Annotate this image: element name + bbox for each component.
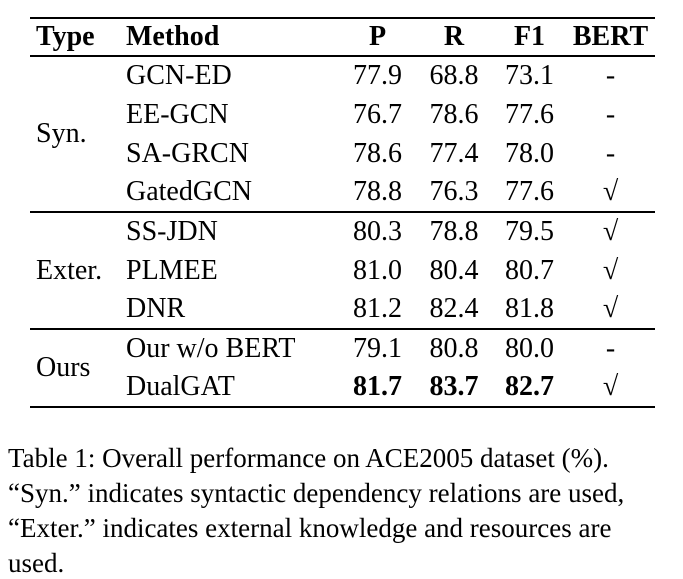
table-row: SA-GRCN 78.6 77.4 78.0 -	[30, 134, 655, 173]
header-bert: BERT	[572, 21, 649, 52]
cell-p: 76.7	[353, 98, 402, 130]
results-table: Type Method P R F1 BERT Syn. GCN-ED 77.9…	[30, 17, 655, 408]
cell-r: 78.8	[429, 216, 479, 247]
cell-f1: 79.5	[505, 216, 554, 247]
caption-line: “Exter.” indicates external knowledge an…	[8, 513, 612, 543]
cell-r: 68.8	[429, 60, 479, 91]
cell-method: GatedGCN	[126, 176, 252, 207]
group-label-syn: Syn.	[36, 118, 87, 149]
cell-r: 82.4	[429, 293, 479, 324]
cell-bert-dash: -	[605, 333, 616, 364]
group-label-exter: Exter.	[36, 254, 103, 286]
cell-method: SA-GRCN	[126, 137, 249, 169]
cell-bert-checkmark-icon: √	[602, 254, 619, 286]
results-table-figure: Type Method P R F1 BERT Syn. GCN-ED 77.9…	[30, 17, 655, 408]
table-caption: Table 1: Overall performance on ACE2005 …	[8, 441, 680, 579]
cell-p: 78.6	[353, 137, 402, 169]
group-label-ours: Ours	[36, 352, 91, 383]
cell-r-bold: 83.7	[429, 371, 479, 402]
header-type: Type	[36, 21, 95, 52]
cell-method: SS-JDN	[126, 216, 218, 247]
cell-f1: 77.6	[505, 176, 554, 207]
cell-bert-checkmark-icon: √	[602, 216, 619, 247]
cell-p: 79.1	[353, 333, 402, 364]
cell-method: PLMEE	[126, 254, 218, 286]
cell-r: 78.6	[429, 98, 479, 130]
cell-r: 80.4	[429, 254, 479, 286]
cell-bert-dash: -	[605, 60, 616, 91]
cell-f1: 78.0	[505, 137, 554, 169]
table-row: Syn. GCN-ED 77.9 68.8 73.1 -	[30, 56, 655, 148]
caption-line: used.	[8, 548, 65, 578]
cell-bert-checkmark-icon: √	[602, 371, 619, 402]
cell-p-bold: 81.7	[353, 371, 402, 402]
cell-method: DNR	[126, 293, 186, 324]
header-method: Method	[126, 21, 220, 52]
table-row: EE-GCN 76.7 78.6 77.6 -	[30, 95, 655, 134]
cell-p: 78.8	[353, 176, 402, 207]
cell-p: 81.2	[353, 293, 402, 324]
cell-method: GCN-ED	[126, 60, 232, 91]
group-ours: Ours Our w/o BERT 79.1 80.8 80.0 - DualG…	[30, 329, 655, 407]
cell-bert-checkmark-icon: √	[602, 176, 619, 207]
table-row-best: DualGAT 81.7 83.7 82.7 √	[30, 368, 655, 407]
cell-f1: 80.0	[505, 333, 554, 364]
cell-r: 77.4	[429, 137, 479, 169]
cell-r: 76.3	[429, 176, 479, 207]
header-f1: F1	[513, 21, 546, 52]
caption-line: Table 1: Overall performance on ACE2005 …	[8, 443, 609, 473]
cell-r: 80.8	[429, 333, 479, 364]
header-row: Type Method P R F1 BERT	[30, 18, 655, 56]
cell-method: Our w/o BERT	[126, 333, 296, 364]
header-r: R	[443, 21, 465, 52]
cell-bert-dash: -	[605, 137, 616, 169]
cell-method: EE-GCN	[126, 98, 229, 130]
table-row: GatedGCN 78.8 76.3 77.6 √	[30, 173, 655, 212]
cell-bert-checkmark-icon: √	[602, 293, 619, 324]
cell-f1: 77.6	[505, 98, 554, 130]
table-row: Ours Our w/o BERT 79.1 80.8 80.0 -	[30, 329, 655, 382]
cell-p: 81.0	[353, 254, 402, 286]
table-row: PLMEE 81.0 80.4 80.7 √	[30, 251, 655, 290]
cell-method: DualGAT	[126, 371, 235, 402]
cell-f1: 73.1	[505, 60, 554, 91]
cell-bert-dash: -	[605, 98, 616, 130]
table-row: DNR 81.2 82.4 81.8 √	[30, 290, 655, 329]
cell-f1-bold: 82.7	[505, 371, 554, 402]
cell-p: 80.3	[353, 216, 402, 247]
caption-line: “Syn.” indicates syntactic dependency re…	[8, 478, 625, 508]
cell-f1: 81.8	[505, 293, 554, 324]
header-p: P	[368, 21, 387, 52]
group-syn: Syn. GCN-ED 77.9 68.8 73.1 - EE-GCN 76.7…	[30, 56, 655, 212]
group-exter: Exter. SS-JDN 80.3 78.8 79.5 √ PLMEE 81.…	[30, 212, 655, 329]
cell-p: 77.9	[353, 60, 402, 91]
cell-f1: 80.7	[505, 254, 554, 286]
table-row: Exter. SS-JDN 80.3 78.8 79.5 √	[30, 212, 655, 285]
